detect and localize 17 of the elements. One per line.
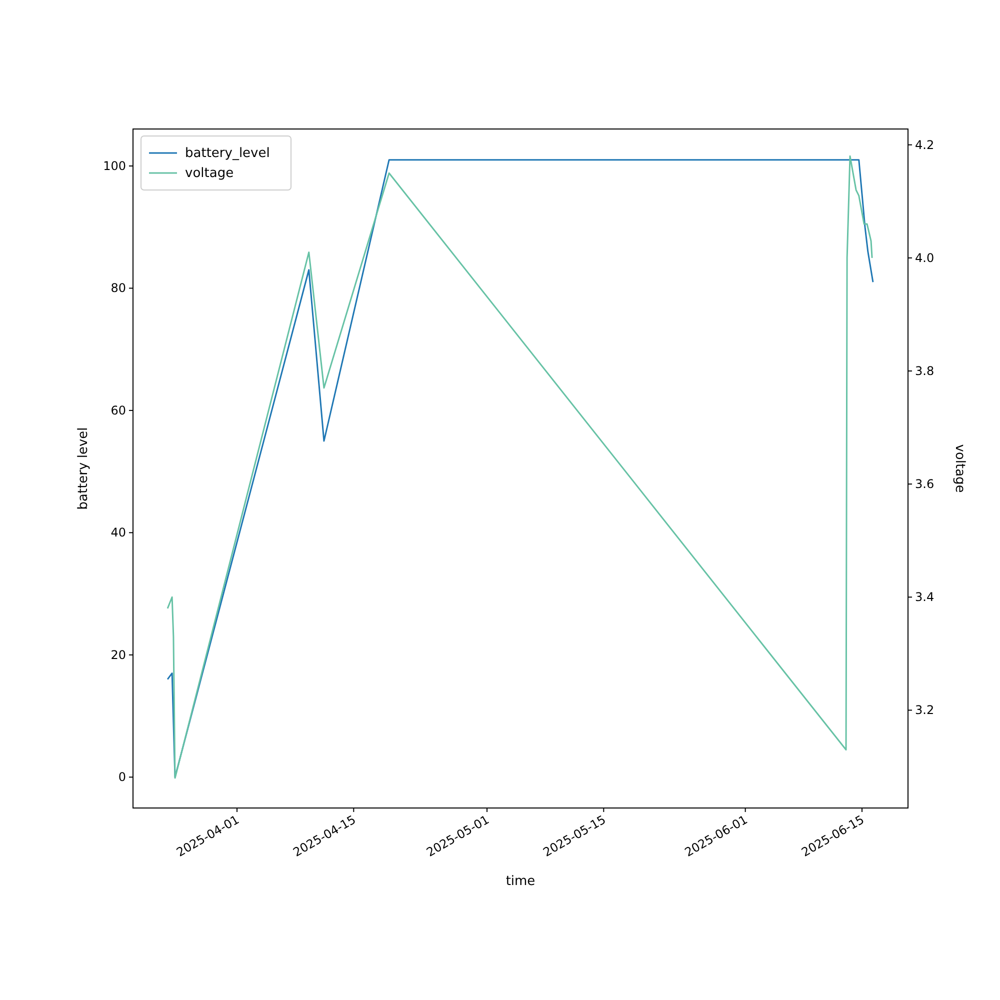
legend-label: battery_level <box>185 146 270 161</box>
y2-tick-label: 3.4 <box>915 590 934 604</box>
y-tick-label: 0 <box>118 770 126 784</box>
y2-tick-label: 4.2 <box>915 138 934 152</box>
y-tick-label: 20 <box>110 648 126 662</box>
y-axis-title: battery level <box>76 427 91 510</box>
y2-tick-label: 3.6 <box>915 477 934 492</box>
legend-label: voltage <box>185 166 234 181</box>
y-tick-label: 40 <box>110 526 126 540</box>
y-tick-label: 80 <box>110 281 126 296</box>
y2-tick-label: 4.0 <box>915 250 934 265</box>
y2-axis-title: voltage <box>952 444 967 493</box>
y-tick-label: 100 <box>103 158 126 173</box>
y2-tick-label: 3.8 <box>915 364 934 378</box>
x-axis-title: time <box>506 874 536 889</box>
y-tick-label: 60 <box>110 403 126 418</box>
y2-tick-label: 3.2 <box>915 703 934 718</box>
